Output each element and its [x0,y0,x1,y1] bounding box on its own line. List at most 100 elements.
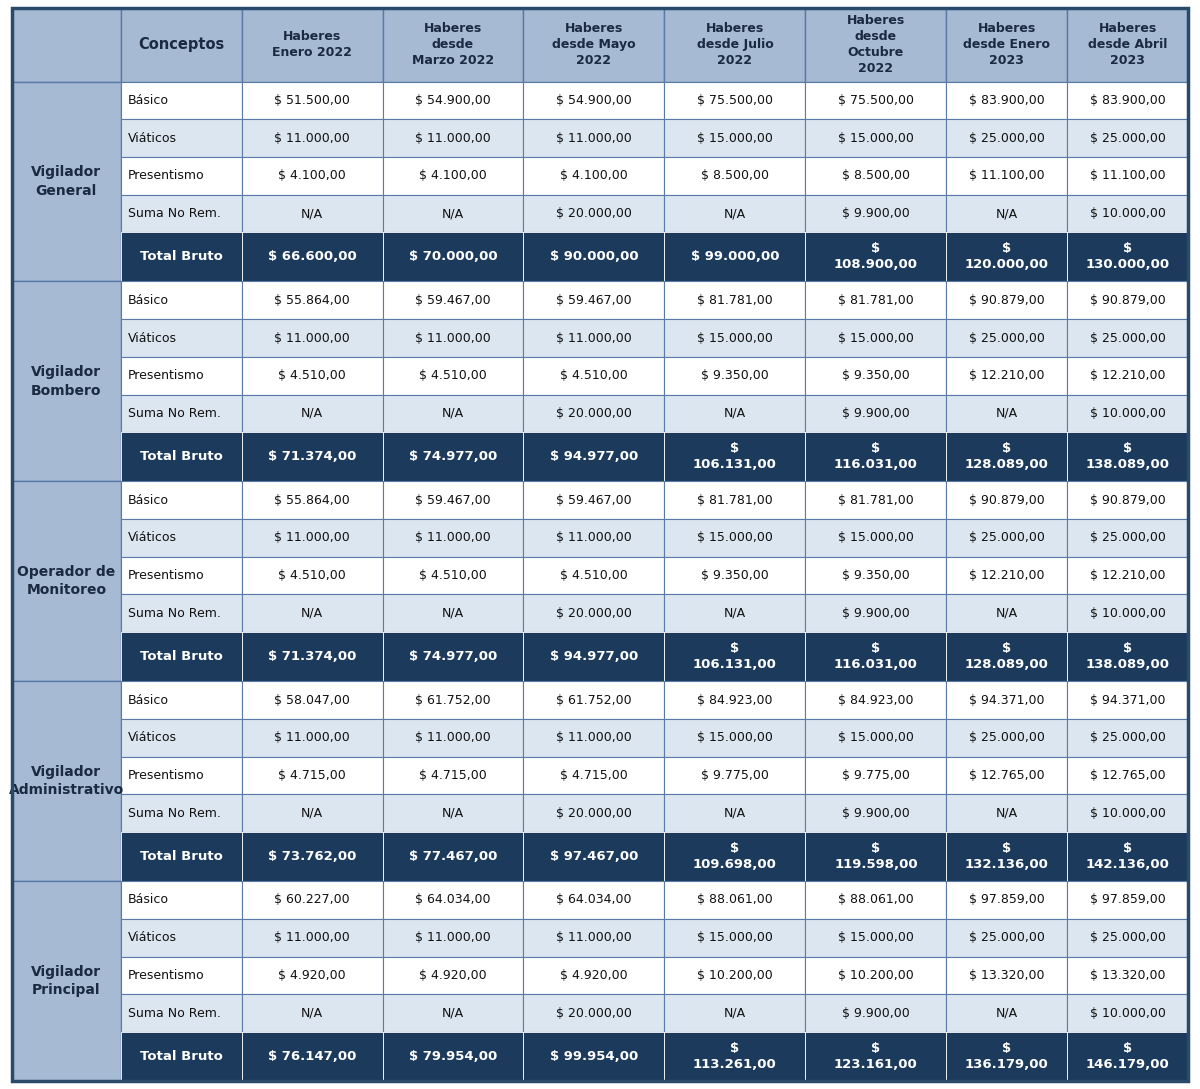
Bar [383,120,523,157]
Text: $ 94.371,00: $ 94.371,00 [1090,694,1165,707]
Bar [947,481,1067,519]
Text: $ 77.467,00: $ 77.467,00 [409,851,497,864]
Bar [805,157,947,195]
Text: Básico: Básico [127,694,169,707]
Bar [665,82,805,120]
Text: N/A: N/A [996,607,1018,620]
Text: Operador de
Monitoreo: Operador de Monitoreo [17,565,115,598]
Text: $ 12.210,00: $ 12.210,00 [1090,369,1165,382]
Text: Viáticos: Viáticos [127,531,176,544]
Text: $
128.089,00: $ 128.089,00 [965,643,1049,671]
Text: $ 4.100,00: $ 4.100,00 [419,169,487,182]
Text: $ 81.781,00: $ 81.781,00 [697,493,773,506]
Text: $ 15.000,00: $ 15.000,00 [838,732,914,744]
Bar [805,519,947,556]
Bar [383,195,523,232]
Bar [665,120,805,157]
Bar [241,432,383,481]
Bar [241,357,383,394]
Text: $ 9.900,00: $ 9.900,00 [842,807,910,820]
Bar [121,357,241,394]
Bar [1067,794,1188,832]
Text: $ 84.923,00: $ 84.923,00 [838,694,913,707]
Bar [1067,757,1188,794]
Text: $ 54.900,00: $ 54.900,00 [415,94,491,107]
Text: $ 25.000,00: $ 25.000,00 [968,931,1045,944]
Bar [241,281,383,319]
Text: $ 12.765,00: $ 12.765,00 [1090,769,1165,782]
Text: $ 81.781,00: $ 81.781,00 [838,294,913,307]
Text: $ 11.000,00: $ 11.000,00 [556,732,632,744]
Bar [665,633,805,682]
Text: N/A: N/A [724,1006,746,1019]
Text: $ 75.500,00: $ 75.500,00 [697,94,773,107]
Bar [241,633,383,682]
Text: $ 59.467,00: $ 59.467,00 [556,493,631,506]
Text: $ 15.000,00: $ 15.000,00 [697,132,773,145]
Bar [947,757,1067,794]
Bar [805,8,947,82]
Bar [383,832,523,881]
Text: Vigilador
General: Vigilador General [31,166,102,198]
Bar [241,157,383,195]
Bar [241,120,383,157]
Bar [241,956,383,994]
Bar [1067,994,1188,1032]
Text: $ 25.000,00: $ 25.000,00 [1090,132,1165,145]
Bar [947,195,1067,232]
Text: $ 10.000,00: $ 10.000,00 [1090,207,1165,220]
Text: $ 11.000,00: $ 11.000,00 [274,931,350,944]
Text: $
128.089,00: $ 128.089,00 [965,442,1049,472]
Text: $ 11.000,00: $ 11.000,00 [274,531,350,544]
Text: $
138.089,00: $ 138.089,00 [1086,643,1170,671]
Text: $
146.179,00: $ 146.179,00 [1086,1042,1170,1070]
Bar [241,719,383,757]
Bar [383,881,523,919]
Bar [805,432,947,481]
Text: $ 4.510,00: $ 4.510,00 [419,369,487,382]
Bar [805,832,947,881]
Bar [665,682,805,719]
Text: $
130.000,00: $ 130.000,00 [1086,243,1170,271]
Bar [383,357,523,394]
Text: $ 15.000,00: $ 15.000,00 [697,732,773,744]
Text: $ 25.000,00: $ 25.000,00 [968,331,1045,344]
Bar [947,994,1067,1032]
Bar [805,319,947,357]
Bar [1067,195,1188,232]
Bar [947,157,1067,195]
Text: $ 55.864,00: $ 55.864,00 [274,493,350,506]
Bar [947,120,1067,157]
Text: N/A: N/A [442,407,464,420]
Bar [1067,281,1188,319]
Text: N/A: N/A [996,807,1018,820]
Bar [241,556,383,595]
Text: $ 9.900,00: $ 9.900,00 [842,407,910,420]
Text: $ 4.510,00: $ 4.510,00 [278,369,346,382]
Bar [121,82,241,120]
Text: $ 15.000,00: $ 15.000,00 [838,331,914,344]
Bar [947,881,1067,919]
Text: Haberes
Enero 2022: Haberes Enero 2022 [272,30,352,59]
Bar [805,232,947,281]
Bar [1067,832,1188,881]
Bar [665,157,805,195]
Text: Básico: Básico [127,294,169,307]
Bar [665,281,805,319]
Bar [665,832,805,881]
Text: $ 25.000,00: $ 25.000,00 [968,732,1045,744]
Text: $
142.136,00: $ 142.136,00 [1086,842,1170,871]
Bar [383,232,523,281]
Text: N/A: N/A [301,207,323,220]
Bar [1067,881,1188,919]
Text: $ 90.879,00: $ 90.879,00 [1090,493,1165,506]
Bar [523,8,665,82]
Text: $ 59.467,00: $ 59.467,00 [556,294,631,307]
Text: $ 8.500,00: $ 8.500,00 [701,169,769,182]
Bar [12,682,121,881]
Text: $
108.900,00: $ 108.900,00 [834,243,918,271]
Text: $ 11.000,00: $ 11.000,00 [556,931,632,944]
Bar [523,82,665,120]
Bar [1067,357,1188,394]
Bar [947,595,1067,633]
